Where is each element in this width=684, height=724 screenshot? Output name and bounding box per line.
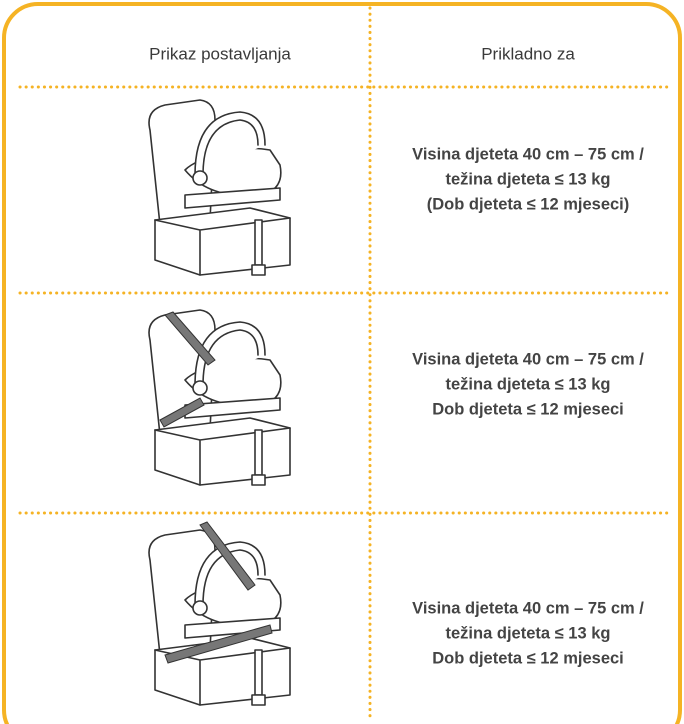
installation-illustration — [148, 99, 291, 276]
header-cell: Prikaz postavljanja — [149, 44, 291, 63]
row-text: Visina djeteta 40 cm – 75 cm / težina dj… — [412, 350, 644, 418]
text-line: težina djeteta ≤ 13 kg — [446, 170, 611, 188]
text-line: Visina djeteta 40 cm – 75 cm / — [412, 599, 644, 617]
installation-illustration — [148, 521, 291, 706]
installation-illustration — [148, 309, 291, 486]
text-line: Dob djeteta ≤ 12 mjeseci — [432, 400, 624, 418]
text-line: Dob djeteta ≤ 12 mjeseci — [432, 649, 624, 667]
row-text: Visina djeteta 40 cm – 75 cm / težina dj… — [412, 599, 644, 667]
text-line: težina djeteta ≤ 13 kg — [446, 375, 611, 393]
text-line: Visina djeteta 40 cm – 75 cm / — [412, 145, 644, 163]
header-cell: Prikladno za — [481, 44, 575, 63]
text-line: Visina djeteta 40 cm – 75 cm / — [412, 350, 644, 368]
row-text: Visina djeteta 40 cm – 75 cm / težina dj… — [412, 145, 644, 213]
text-line: težina djeteta ≤ 13 kg — [446, 624, 611, 642]
text-line: (Dob djeteta ≤ 12 mjeseci) — [427, 195, 630, 213]
